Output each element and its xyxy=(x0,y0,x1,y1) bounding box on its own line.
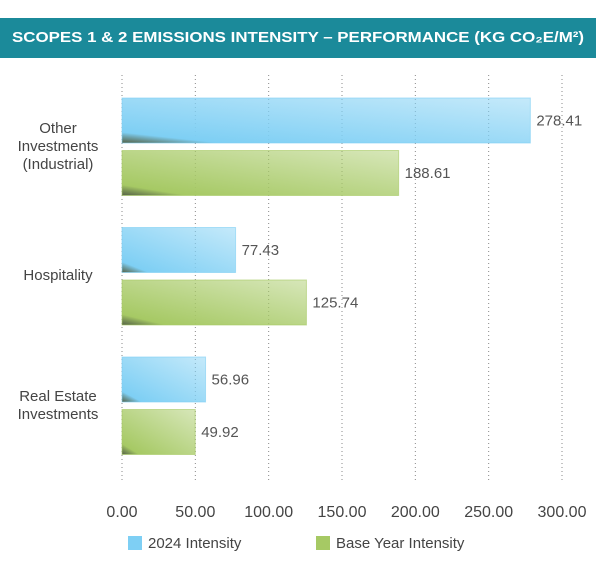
legend-label: 2024 Intensity xyxy=(148,535,242,552)
bar xyxy=(121,279,307,326)
bar xyxy=(121,409,196,455)
title-banner xyxy=(0,18,596,58)
bar xyxy=(121,97,531,144)
x-tick-label: 200.00 xyxy=(391,504,440,521)
category-label: Real Estate Investments xyxy=(17,387,99,423)
x-tick-label: 300.00 xyxy=(538,504,587,521)
value-label: 77.43 xyxy=(242,242,280,259)
category-label: Hospitality xyxy=(23,267,93,285)
legend-swatch xyxy=(128,536,142,550)
value-label: 188.61 xyxy=(405,165,451,182)
x-tick-label: 150.00 xyxy=(318,504,367,521)
bar xyxy=(121,150,400,196)
chart-title: SCOPES 1 & 2 EMISSIONS INTENSITY – PERFO… xyxy=(12,29,584,46)
legend-label: Base Year Intensity xyxy=(336,535,465,552)
value-label: 125.74 xyxy=(312,294,358,311)
x-tick-label: 100.00 xyxy=(244,504,293,521)
value-label: 56.96 xyxy=(212,371,250,388)
x-tick-label: 50.00 xyxy=(175,504,215,521)
value-label: 278.41 xyxy=(536,112,582,129)
category-label: Other Investments (Industrial) xyxy=(17,119,99,173)
x-tick-label: 0.00 xyxy=(106,504,137,521)
legend-swatch xyxy=(316,536,330,550)
x-tick-label: 250.00 xyxy=(464,504,513,521)
value-label: 49.92 xyxy=(201,424,239,441)
bar xyxy=(121,227,237,273)
bar xyxy=(121,356,207,403)
